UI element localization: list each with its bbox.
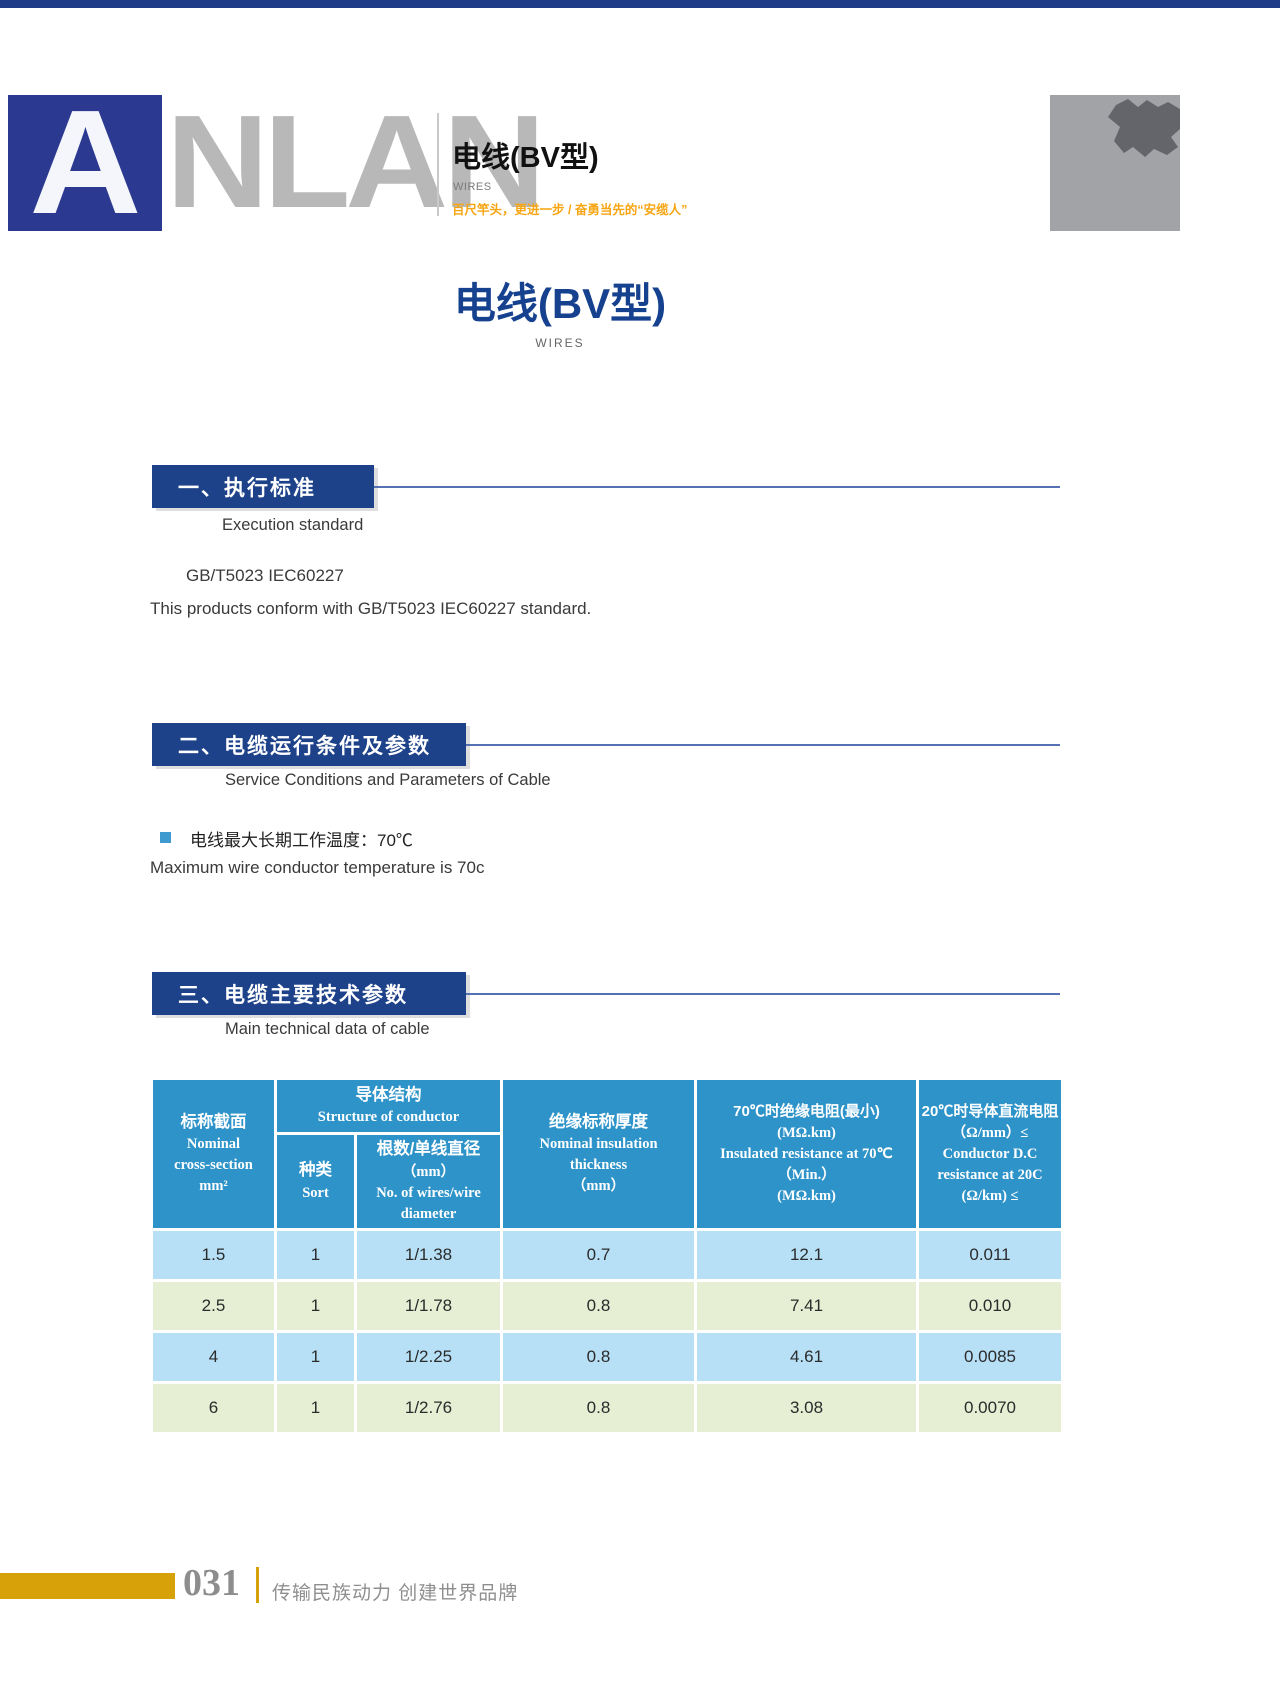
map-graphic [1050,95,1180,231]
header-product-title: 电线(BV型) [452,142,599,174]
section1-heading-box: 一、执行标准 [152,465,374,508]
section3-heading-box: 三、电缆主要技术参数 [152,972,466,1015]
cell-nominal: 2.5 [150,1279,277,1333]
footer-slogan: 传输民族动力 创建世界品牌 [272,1583,519,1604]
col-header-sort: 种类 Sort [274,1132,357,1231]
table-row: 1.5 1 1/1.38 0.7 12.1 0.011 [150,1228,1064,1282]
table-row: 2.5 1 1/1.78 0.8 7.41 0.010 [150,1279,1064,1333]
top-accent-bar [0,0,1280,8]
cell-resistance-20: 0.011 [916,1228,1064,1282]
table-row: 4 1 1/2.25 0.8 4.61 0.0085 [150,1330,1064,1384]
header-slogan: 百尺竿头，更进一步 / 奋勇当先的“安缆人” [452,203,688,217]
header-product-subtitle: WIRES [453,181,492,193]
cell-resistance-70: 7.41 [694,1279,919,1333]
cell-resistance-20: 0.0070 [916,1381,1064,1435]
cell-insulation: 0.8 [500,1381,697,1435]
cell-wires: 1/1.78 [354,1279,503,1333]
section3-heading: 三、电缆主要技术参数 [178,983,408,1007]
page-title-en: WIRES [535,336,585,350]
section2-heading-box: 二、电缆运行条件及参数 [152,723,466,766]
col-header-nominal: 标称截面 Nominal cross-section mm² [150,1077,277,1231]
col-header-wires: 根数/单线直径 （mm） No. of wires/wire diameter [354,1132,503,1231]
col-header-insulation: 绝缘标称厚度 Nominal insulation thickness （mm） [500,1077,697,1231]
cell-nominal: 4 [150,1330,277,1384]
cell-insulation: 0.7 [500,1228,697,1282]
section2-heading: 二、电缆运行条件及参数 [178,734,431,758]
cell-resistance-20: 0.0085 [916,1330,1064,1384]
cell-resistance-70: 4.61 [694,1330,919,1384]
col-header-structure: 导体结构 Structure of conductor [274,1077,503,1135]
cell-nominal: 1.5 [150,1228,277,1282]
cell-insulation: 0.8 [500,1279,697,1333]
section2-heading-en: Service Conditions and Parameters of Cab… [225,771,551,789]
standard-statement: This products conform with GB/T5023 IEC6… [150,599,592,618]
cell-resistance-70: 12.1 [694,1228,919,1282]
page-title: 电线(BV型) [453,280,667,327]
map-shape-icon [1108,99,1180,157]
section3-heading-row: 三、电缆主要技术参数 [152,972,1060,1015]
section1-heading-en: Execution standard [222,516,364,534]
header-divider [437,113,439,216]
col-header-resistance-70: 70℃时绝缘电阻(最小) (MΩ.km) Insulated resistanc… [694,1077,919,1231]
temperature-bullet-en: Maximum wire conductor temperature is 70… [150,858,485,877]
cell-resistance-20: 0.010 [916,1279,1064,1333]
technical-data-table: 标称截面 Nominal cross-section mm² 导体结构 Stru… [150,1077,1064,1435]
temperature-bullet: 电线最大长期工作温度：70℃ [190,831,413,850]
cell-sort: 1 [274,1381,357,1435]
col-header-resistance-20: 20℃时导体直流电阻 （Ω/mm）≤ Conductor D.C resista… [916,1077,1064,1231]
page-number: 031 [183,1562,240,1604]
cell-wires: 1/2.76 [354,1381,503,1435]
cell-wires: 1/2.25 [354,1330,503,1384]
cell-resistance-70: 3.08 [694,1381,919,1435]
footer-divider [256,1567,259,1603]
logo-mark: A [8,80,162,245]
section2-rule [466,743,1060,746]
cell-sort: 1 [274,1228,357,1282]
cell-insulation: 0.8 [500,1330,697,1384]
logo-letter-a: A [28,80,142,245]
logo-wordmark: NLAN [166,88,546,235]
section1-rule [374,485,1060,488]
table-body: 1.5 1 1/1.38 0.7 12.1 0.011 2.5 1 1/1.78… [150,1228,1064,1435]
standard-codes: GB/T5023 IEC60227 [186,566,344,585]
section3-heading-en: Main technical data of cable [225,1020,430,1038]
section1-heading: 一、执行标准 [178,476,316,500]
section3-rule [466,992,1060,995]
cell-nominal: 6 [150,1381,277,1435]
section2-heading-row: 二、电缆运行条件及参数 [152,723,1060,766]
table-row: 6 1 1/2.76 0.8 3.08 0.0070 [150,1381,1064,1435]
section1-heading-row: 一、执行标准 [152,465,1060,508]
cell-wires: 1/1.38 [354,1228,503,1282]
cell-sort: 1 [274,1330,357,1384]
cell-sort: 1 [274,1279,357,1333]
bullet-square-icon [160,832,171,843]
footer-gold-bar [0,1573,175,1599]
